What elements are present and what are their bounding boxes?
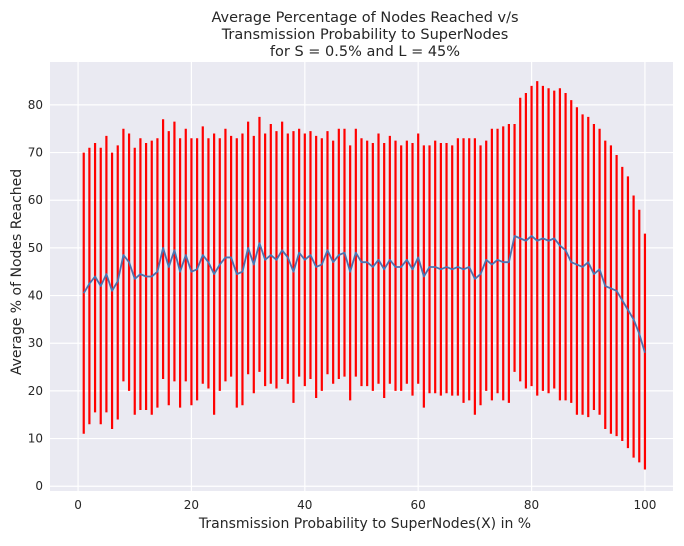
y-tick-label: 30 [28,336,43,350]
x-axis-label: Transmission Probability to SuperNodes(X… [198,516,531,532]
y-tick-label: 50 [28,241,43,255]
y-tick-label: 80 [28,98,43,112]
chart-title-line-2: Transmission Probability to SuperNodes [221,27,509,43]
x-tick-label: 100 [633,498,656,512]
chart-title-line-1: Average Percentage of Nodes Reached v/s [211,10,518,26]
y-tick-labels: 0 10 20 30 40 50 60 70 80 [28,98,43,493]
y-tick-label: 20 [28,384,43,398]
x-tick-label: 40 [297,498,312,512]
chart-title-line-3: for S = 0.5% and L = 45% [270,44,460,60]
y-tick-label: 40 [28,289,43,303]
y-tick-label: 70 [28,146,43,160]
y-tick-label: 0 [35,479,43,493]
mean-line [82,235,646,354]
y-tick-label: 10 [28,432,43,446]
x-tick-label: 80 [524,498,539,512]
x-tick-label: 20 [184,498,199,512]
x-tick-label: 60 [411,498,426,512]
error-bars [82,81,647,470]
mean-line-layer [82,235,646,354]
y-tick-label: 60 [28,193,43,207]
x-tick-label: 0 [74,498,82,512]
x-tick-labels: 0 20 40 60 80 100 [74,498,656,512]
y-axis-label: Average % of Nodes Reached [9,169,25,375]
